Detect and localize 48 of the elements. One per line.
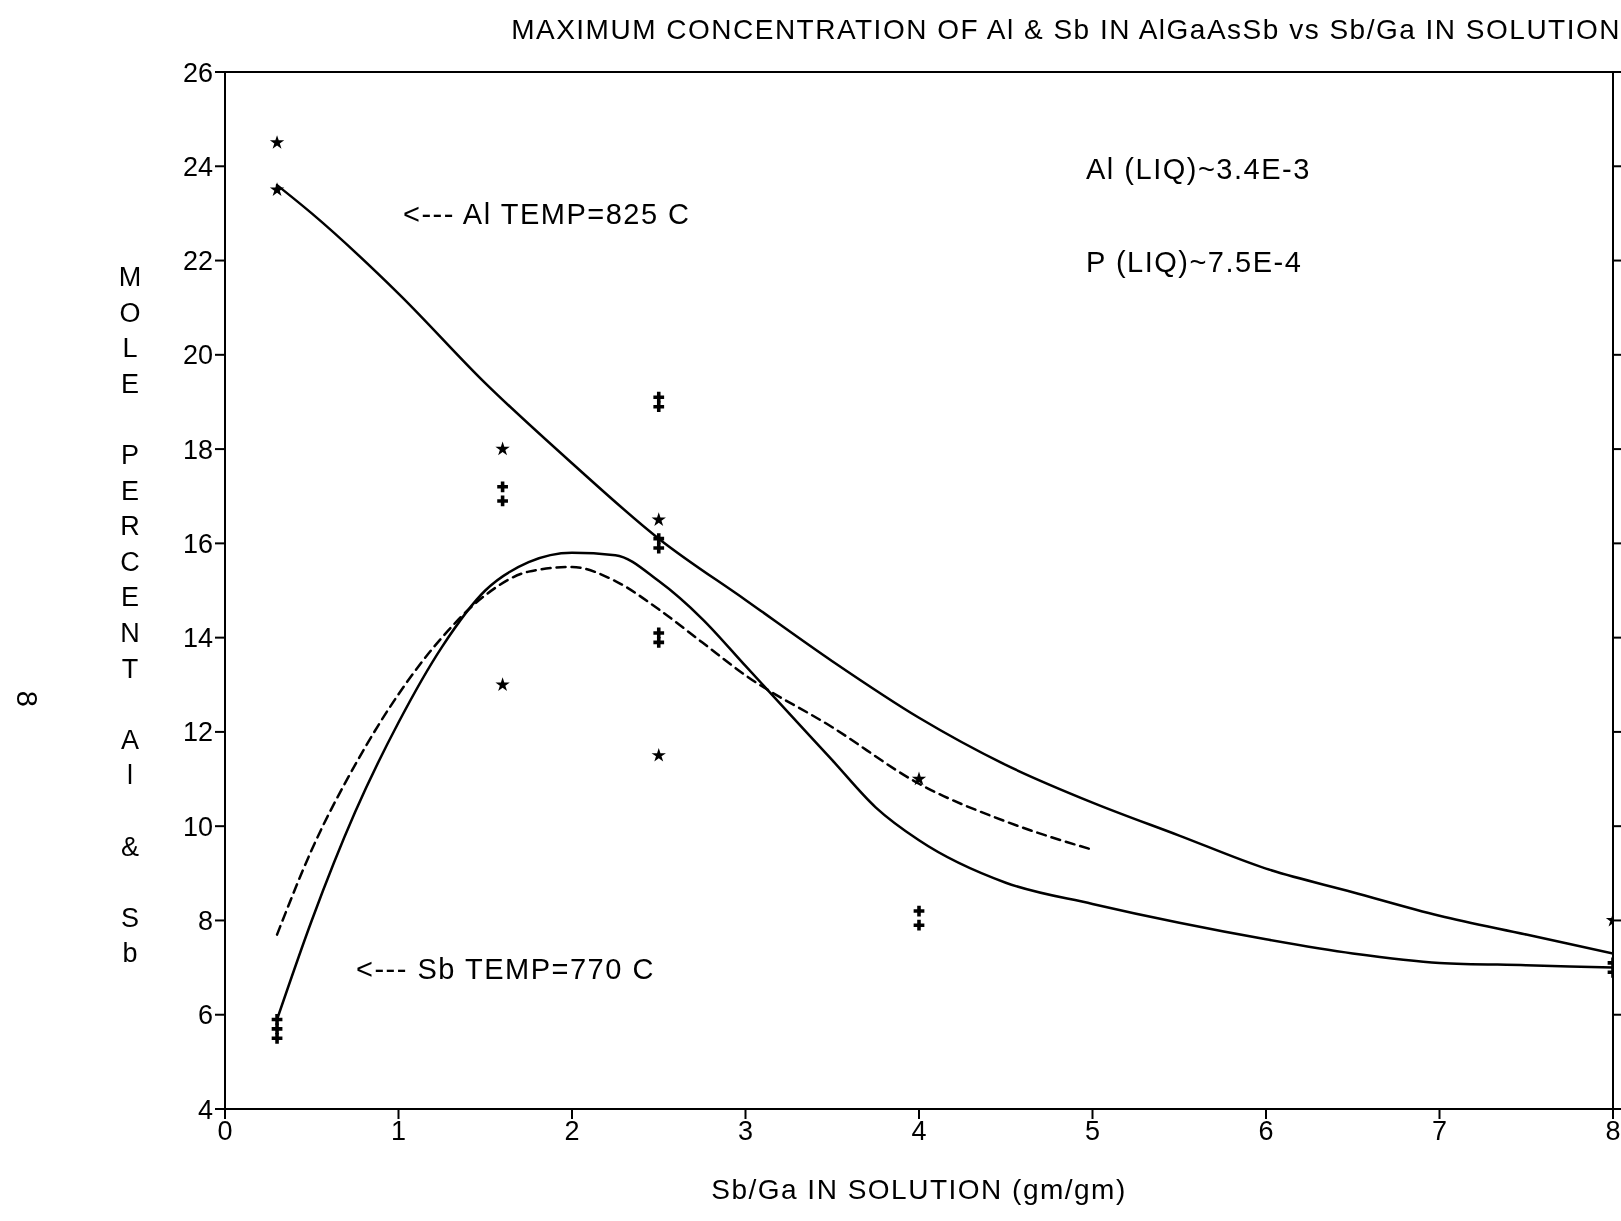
point [653, 533, 665, 545]
y-tick-label: 16 [182, 528, 213, 559]
x-axis-title: Sb/Ga IN SOLUTION (gm/gm) [711, 1174, 1127, 1205]
x-tick-label: 3 [737, 1116, 754, 1147]
point [269, 135, 285, 149]
point [651, 747, 666, 762]
y-tick-label: 14 [182, 623, 213, 654]
point [653, 401, 665, 413]
x-tick-label: 8 [1605, 1116, 1621, 1147]
annotation: P (LIQ)~7.5E-4 [1086, 246, 1303, 279]
y-tick-label: 18 [182, 434, 213, 465]
text: 8 [10, 690, 44, 709]
chart-title: MAXIMUM CONCENTRATION OF Al & Sb IN AlGaAsSb vs Sb/Ga IN SOLUTION [510, 14, 1621, 46]
x-tick-label: 0 [217, 1116, 233, 1147]
y-tick-label: 12 [182, 717, 213, 748]
x-tick-label: 6 [1258, 1116, 1274, 1147]
y-tick-label: 20 [182, 340, 213, 371]
point [911, 771, 927, 786]
y-tick-label: 10 [182, 811, 213, 842]
annotation: <--- Al TEMP=825 C [403, 198, 691, 231]
point [497, 481, 508, 493]
annotation: <--- Sb TEMP=770 C [356, 953, 655, 986]
point [653, 542, 665, 554]
point [495, 677, 510, 691]
annotation: Al (LIQ)~3.4E-3 [1086, 153, 1311, 186]
x-tick-label: 1 [390, 1116, 407, 1147]
point [913, 919, 925, 931]
point [271, 1032, 283, 1044]
point [271, 1014, 283, 1025]
y-tick-label: 8 [197, 906, 213, 937]
y-tick-label: 6 [197, 1000, 213, 1031]
y-tick-label: 24 [182, 151, 213, 182]
point [269, 182, 285, 196]
x-tick-label: 7 [1431, 1116, 1448, 1147]
x-tick-label: 5 [1084, 1116, 1101, 1147]
point [495, 441, 510, 456]
y-tick-label: 4 [197, 1094, 213, 1125]
x-tick-label: 2 [564, 1116, 580, 1147]
point [497, 495, 508, 507]
point [913, 905, 925, 917]
point [653, 636, 665, 648]
text: MOLE PERCENT Al & Sb [118, 262, 142, 969]
x-tick-label: 4 [911, 1116, 927, 1147]
point [651, 512, 666, 526]
y-tick-label: 22 [182, 246, 213, 277]
point [653, 627, 665, 639]
y-tick-label: 26 [182, 57, 213, 88]
point [271, 1023, 283, 1035]
